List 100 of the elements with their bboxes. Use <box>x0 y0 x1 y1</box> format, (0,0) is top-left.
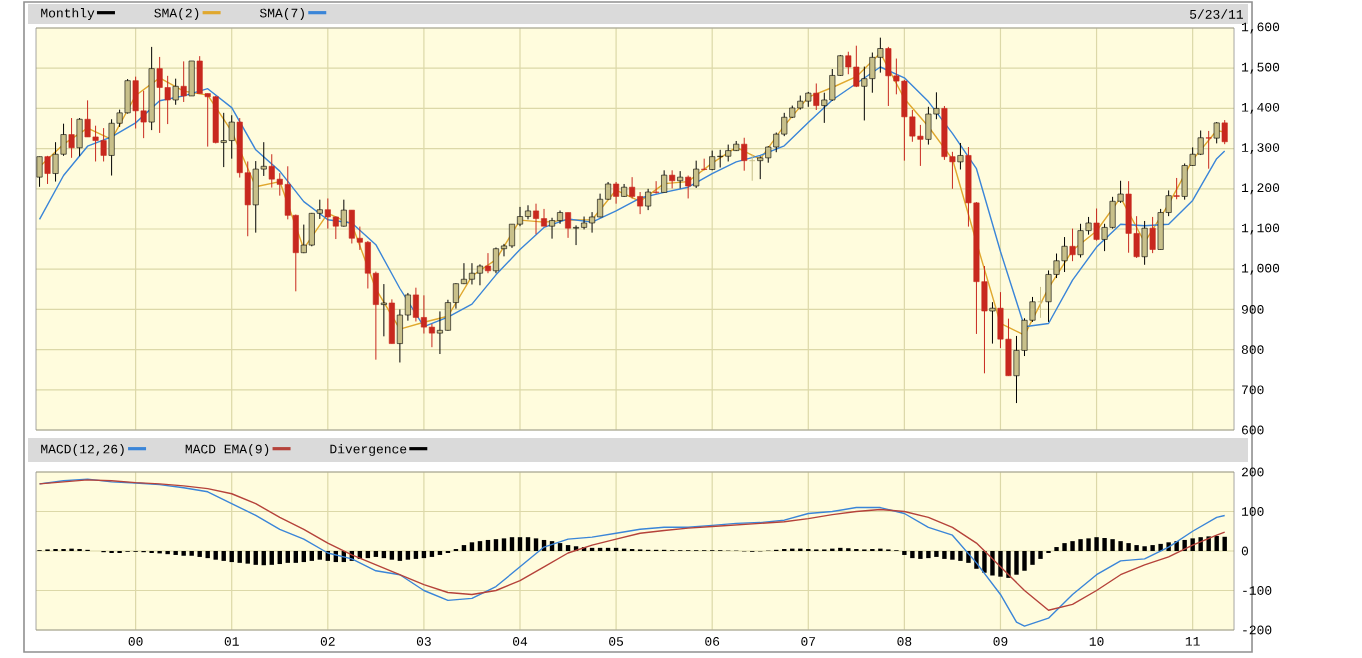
candlestick <box>957 142 964 171</box>
bar <box>1222 536 1227 552</box>
candlestick <box>541 208 548 227</box>
candlestick <box>1181 162 1188 201</box>
bar <box>1006 551 1011 578</box>
candlestick <box>132 76 139 129</box>
bar <box>501 538 507 552</box>
bar <box>237 551 242 563</box>
candlestick <box>436 310 443 355</box>
bar <box>245 551 250 564</box>
bar <box>1086 538 1091 552</box>
bar <box>277 551 282 565</box>
bar <box>373 551 379 557</box>
bar <box>533 538 539 552</box>
candlestick <box>228 114 235 160</box>
candlestick <box>468 262 475 285</box>
candlestick <box>637 191 644 215</box>
bar <box>525 537 531 552</box>
candlestick <box>525 204 531 220</box>
candlestick <box>156 56 163 134</box>
bar <box>509 537 515 552</box>
candlestick <box>172 78 179 106</box>
bar <box>1198 537 1203 552</box>
bar <box>1078 539 1083 552</box>
bar <box>1022 551 1027 571</box>
bar <box>229 551 234 563</box>
bar <box>1062 543 1067 552</box>
bar <box>413 551 419 559</box>
bar <box>309 551 314 561</box>
candlestick <box>1077 223 1084 259</box>
candlestick <box>268 153 275 189</box>
candlestick <box>1205 130 1212 170</box>
candlestick <box>324 197 331 230</box>
candlestick <box>412 287 419 322</box>
bar <box>517 537 523 552</box>
bar <box>557 543 563 552</box>
candlestick <box>340 199 347 228</box>
candlestick <box>613 181 620 205</box>
candlestick <box>573 224 580 246</box>
candlestick <box>420 294 427 335</box>
bar <box>1070 541 1075 552</box>
bar <box>469 542 475 552</box>
bar <box>317 551 323 560</box>
bar <box>205 551 210 559</box>
bar <box>1038 551 1043 559</box>
candlestick <box>100 127 107 162</box>
candlestick <box>629 176 636 199</box>
candlestick <box>36 156 43 188</box>
candlestick <box>484 252 491 274</box>
bar <box>982 551 987 573</box>
candlestick <box>925 106 932 146</box>
candlestick <box>1213 121 1220 144</box>
bar <box>213 551 218 560</box>
bar <box>381 551 387 559</box>
bar <box>365 551 371 559</box>
bar <box>1150 545 1155 552</box>
candlestick <box>869 52 876 94</box>
candlestick <box>581 216 588 230</box>
candlestick <box>180 60 187 103</box>
bar <box>301 551 306 563</box>
candlestick <box>645 188 652 211</box>
bar <box>926 551 931 559</box>
candlestick <box>1125 180 1132 254</box>
candlestick <box>669 169 676 189</box>
bar <box>1142 546 1147 552</box>
bar <box>990 551 995 576</box>
candlestick <box>741 137 748 172</box>
candlestick <box>1061 236 1068 273</box>
bar <box>421 551 427 559</box>
candlestick <box>717 149 724 168</box>
bar <box>958 551 963 561</box>
bar <box>934 551 939 557</box>
bar <box>998 551 1003 577</box>
candlestick <box>693 160 700 189</box>
bar <box>493 539 499 552</box>
bar <box>1030 551 1035 565</box>
candlestick <box>989 301 996 345</box>
candlestick <box>68 117 75 159</box>
candlestick <box>388 298 395 345</box>
bar <box>197 551 202 557</box>
bar <box>429 551 435 557</box>
candlestick <box>220 112 227 168</box>
candlestick <box>917 124 924 167</box>
candlestick <box>901 79 908 162</box>
bar <box>405 551 411 560</box>
candlestick <box>565 212 572 239</box>
bar <box>1014 551 1019 575</box>
candlestick <box>348 209 355 244</box>
candlestick <box>476 263 483 286</box>
bar <box>1126 543 1131 552</box>
bar <box>1110 539 1115 552</box>
candlestick <box>84 99 91 138</box>
candlestick <box>653 180 660 195</box>
candlestick <box>188 60 195 97</box>
candlestick <box>1221 119 1228 145</box>
bar <box>1102 537 1107 552</box>
bar <box>285 551 290 563</box>
bar <box>221 551 226 561</box>
candlestick <box>549 217 556 240</box>
candlestick <box>52 141 59 183</box>
